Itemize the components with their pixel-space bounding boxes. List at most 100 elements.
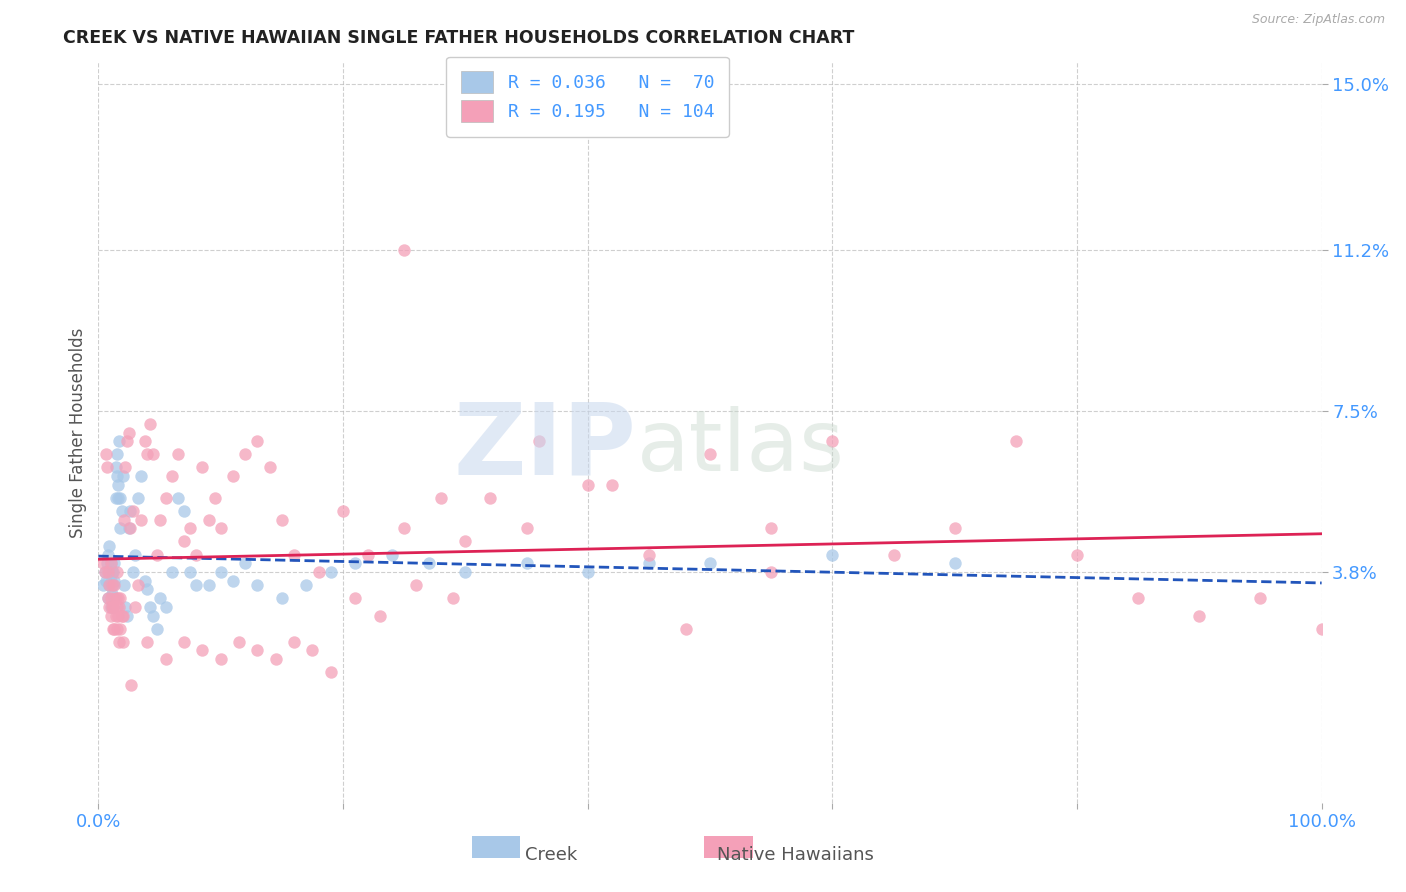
Point <box>136 634 159 648</box>
Point <box>392 243 416 257</box>
Point <box>191 460 214 475</box>
Point <box>136 447 159 461</box>
Point <box>160 565 183 579</box>
Point <box>186 578 208 592</box>
Point <box>134 434 156 449</box>
Point <box>160 469 183 483</box>
Point <box>405 578 427 592</box>
Point <box>97 565 120 579</box>
Point <box>97 591 120 606</box>
Point <box>108 434 131 449</box>
Point <box>127 578 149 592</box>
Point <box>107 608 129 623</box>
Point <box>209 521 232 535</box>
Point <box>101 578 124 592</box>
Point <box>91 556 114 570</box>
FancyBboxPatch shape <box>471 836 520 858</box>
Point <box>675 622 697 636</box>
Point <box>1004 434 1026 449</box>
Point <box>93 565 115 579</box>
Point <box>96 460 118 475</box>
Point <box>142 447 165 461</box>
Point <box>344 556 367 570</box>
Point <box>108 599 131 614</box>
Point <box>121 565 143 579</box>
Point <box>105 565 128 579</box>
Point <box>319 665 342 680</box>
Point <box>110 591 132 606</box>
Point <box>167 447 190 461</box>
Point <box>111 504 134 518</box>
Point <box>392 521 416 535</box>
Point <box>103 574 125 588</box>
Point <box>111 634 134 648</box>
Text: CREEK VS NATIVE HAWAIIAN SINGLE FATHER HOUSEHOLDS CORRELATION CHART: CREEK VS NATIVE HAWAIIAN SINGLE FATHER H… <box>63 29 855 46</box>
Point <box>699 447 721 461</box>
Text: Native Hawaiians: Native Hawaiians <box>717 846 875 863</box>
Point <box>98 565 121 579</box>
Point <box>91 578 114 592</box>
Point <box>259 460 281 475</box>
Point <box>149 513 172 527</box>
Point <box>111 608 134 623</box>
Point <box>98 578 121 592</box>
Point <box>204 491 226 505</box>
Point <box>110 491 132 505</box>
Point <box>146 622 169 636</box>
Point <box>222 574 245 588</box>
Point <box>332 504 354 518</box>
Point <box>100 556 122 570</box>
Point <box>821 434 844 449</box>
Point <box>761 521 783 535</box>
Text: Source: ZipAtlas.com: Source: ZipAtlas.com <box>1251 13 1385 27</box>
Point <box>136 582 159 597</box>
Point <box>111 469 134 483</box>
Point <box>111 608 134 623</box>
Point <box>883 548 905 562</box>
Point <box>98 539 121 553</box>
Text: ZIP: ZIP <box>454 399 637 496</box>
Point <box>121 504 143 518</box>
Point <box>105 622 128 636</box>
Point <box>600 478 623 492</box>
Point <box>441 591 464 606</box>
Point <box>104 608 127 623</box>
Point <box>96 556 118 570</box>
Point <box>94 447 117 461</box>
Point <box>576 565 599 579</box>
Point <box>454 534 477 549</box>
Point <box>97 548 120 562</box>
Y-axis label: Single Father Households: Single Father Households <box>69 327 87 538</box>
Point <box>761 565 783 579</box>
Legend: R = 0.036   N =  70, R = 0.195   N = 104: R = 0.036 N = 70, R = 0.195 N = 104 <box>447 57 728 136</box>
Point <box>134 574 156 588</box>
Point <box>821 548 844 562</box>
Point <box>418 556 440 570</box>
Point <box>264 652 287 666</box>
Point <box>100 608 122 623</box>
Point <box>246 643 269 657</box>
Point <box>146 548 169 562</box>
Point <box>98 599 121 614</box>
Point <box>246 434 269 449</box>
Point <box>637 556 661 570</box>
Point <box>186 548 208 562</box>
Point <box>101 578 124 592</box>
Point <box>478 491 501 505</box>
Point <box>114 599 136 614</box>
Point <box>118 521 141 535</box>
Point <box>124 548 146 562</box>
Point <box>115 434 138 449</box>
Point <box>233 447 256 461</box>
Point <box>295 578 318 592</box>
Point <box>430 491 453 505</box>
Point <box>515 556 537 570</box>
Point <box>308 565 330 579</box>
Point <box>101 622 124 636</box>
Point <box>167 491 190 505</box>
Point <box>94 574 117 588</box>
Point <box>270 591 294 606</box>
Point <box>233 556 256 570</box>
Point <box>527 434 550 449</box>
Point <box>1310 622 1333 636</box>
